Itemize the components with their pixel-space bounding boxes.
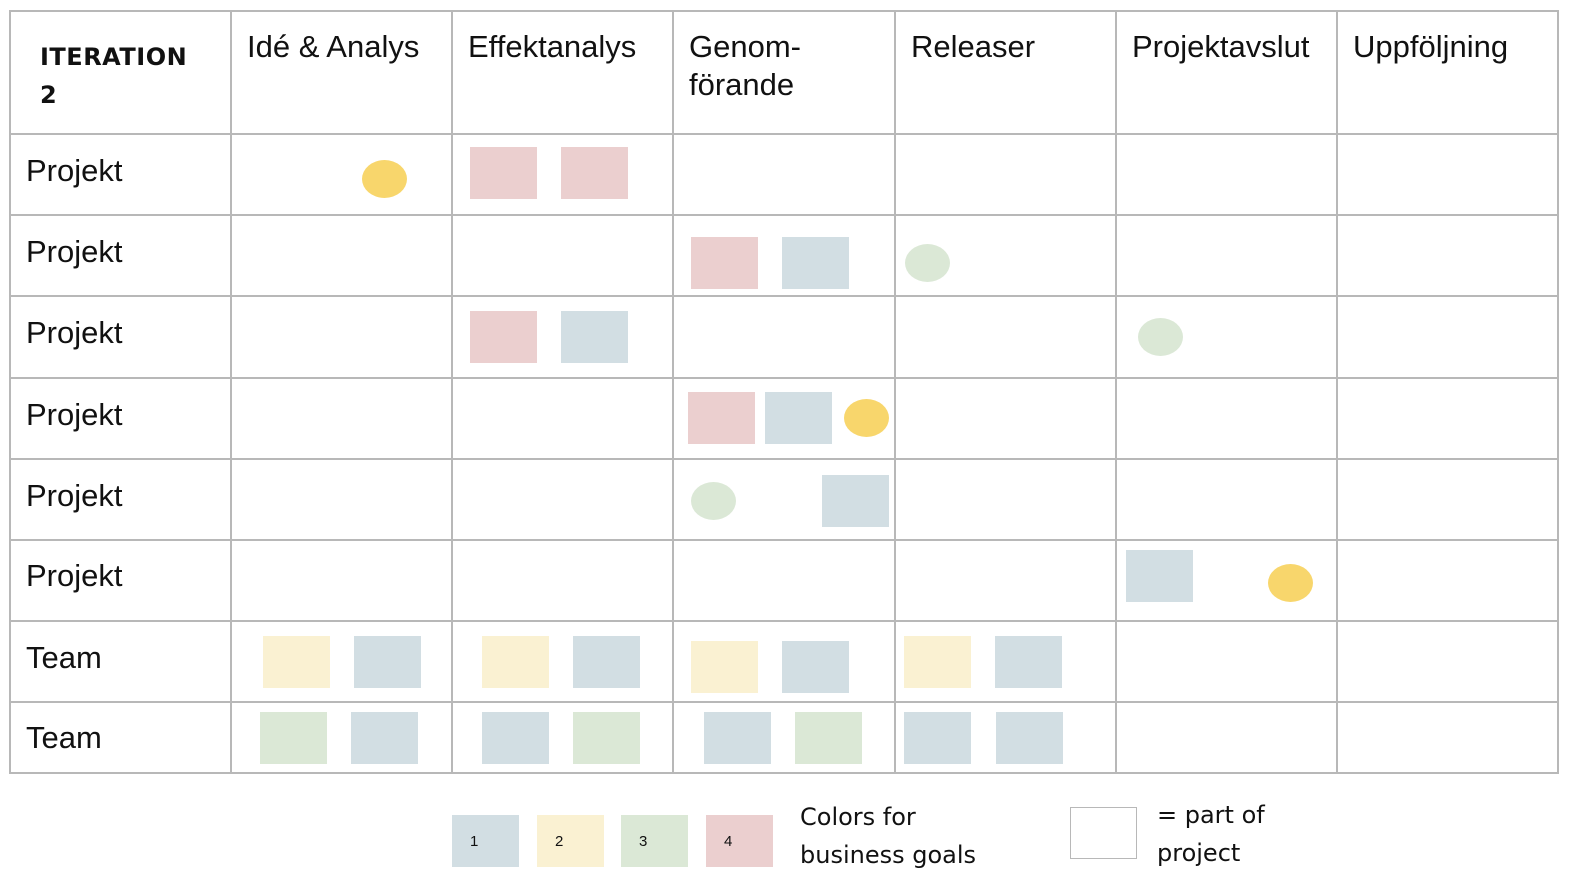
grid-line: [1115, 10, 1117, 774]
grid-line: [9, 10, 11, 774]
legend-goal-2: 2: [537, 815, 604, 867]
grid-line: [9, 10, 1559, 12]
grid-line: [9, 458, 1559, 460]
goal-1-marker: [996, 712, 1063, 764]
goal-4-marker: [691, 237, 758, 289]
legend-goals-caption: Colors for business goals: [800, 803, 977, 869]
grid-line: [230, 10, 232, 774]
row-label-projekt: Projekt: [26, 153, 123, 188]
legend-goal-1-label: 1: [470, 833, 479, 850]
goal-1-marker: [573, 636, 640, 688]
goal-2-marker: [691, 641, 758, 693]
grid-line: [9, 772, 1559, 774]
phase-header-genomforande: Genom- förande: [689, 29, 801, 102]
goal-1-marker: [822, 475, 889, 527]
legend-goal-2-label: 2: [555, 833, 564, 850]
goal-4-marker: [470, 311, 537, 363]
goal-1-marker: [704, 712, 771, 764]
goal-1-marker: [904, 712, 971, 764]
grid-line: [9, 539, 1559, 541]
legend-goal-3-label: 3: [639, 833, 648, 850]
legend-goal-4-label: 4: [724, 833, 733, 850]
grid-line: [451, 10, 453, 774]
grid-line: [672, 10, 674, 774]
green-marker: [905, 244, 950, 282]
grid-line: [9, 620, 1559, 622]
phase-header-ide-analys: Idé & Analys: [247, 29, 420, 64]
goal-3-marker: [260, 712, 327, 764]
legend-part-of-project-caption: = part of project: [1157, 801, 1265, 867]
legend-part-of-project-box: [1070, 807, 1137, 859]
row-label-projekt: Projekt: [26, 558, 123, 593]
goal-4-marker: [470, 147, 537, 199]
goal-1-marker: [482, 712, 549, 764]
row-label-projekt: Projekt: [26, 234, 123, 269]
grid-line: [1336, 10, 1338, 774]
grid-line: [9, 295, 1559, 297]
goal-3-marker: [573, 712, 640, 764]
row-label-team: Team: [26, 640, 102, 675]
legend-goal-3: 3: [621, 815, 688, 867]
green-marker: [1138, 318, 1183, 356]
row-label-projekt: Projekt: [26, 315, 123, 350]
goal-1-marker: [782, 641, 849, 693]
grid-line: [9, 133, 1559, 135]
goal-2-marker: [263, 636, 330, 688]
row-label-projekt: Projekt: [26, 478, 123, 513]
phase-header-projektavslut: Projektavslut: [1132, 29, 1310, 64]
goal-1-marker: [351, 712, 418, 764]
goal-1-marker: [782, 237, 849, 289]
grid-line: [9, 377, 1559, 379]
goal-1-marker: [1126, 550, 1193, 602]
row-label-projekt: Projekt: [26, 397, 123, 432]
green-marker: [691, 482, 736, 520]
phase-header-effektanalys: Effektanalys: [468, 29, 637, 64]
phase-header-releaser: Releaser: [911, 29, 1036, 64]
goal-1-marker: [354, 636, 421, 688]
iteration-title: ITERATION 2: [40, 43, 188, 109]
goal-1-marker: [561, 311, 628, 363]
legend-goal-1: 1: [452, 815, 519, 867]
grid-line: [9, 701, 1559, 703]
goal-4-marker: [688, 392, 755, 444]
yellow-marker: [844, 399, 889, 437]
phase-header-uppfoljning: Uppföljning: [1353, 29, 1509, 64]
grid-line: [894, 10, 896, 774]
legend-goal-4: 4: [706, 815, 773, 867]
grid-line: [1557, 10, 1559, 774]
grid-line: [9, 214, 1559, 216]
goal-1-marker: [995, 636, 1062, 688]
goal-2-marker: [482, 636, 549, 688]
goal-2-marker: [904, 636, 971, 688]
yellow-marker: [362, 160, 407, 198]
goal-3-marker: [795, 712, 862, 764]
row-label-team: Team: [26, 720, 102, 755]
yellow-marker: [1268, 564, 1313, 602]
goal-1-marker: [765, 392, 832, 444]
goal-4-marker: [561, 147, 628, 199]
